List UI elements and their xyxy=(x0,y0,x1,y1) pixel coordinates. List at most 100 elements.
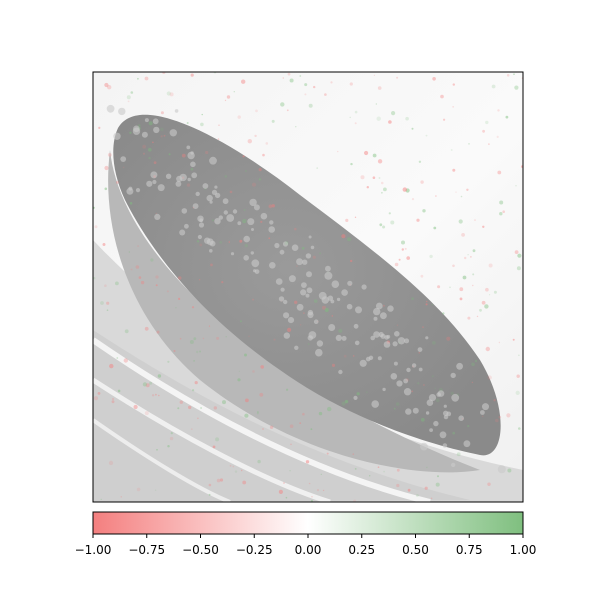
object-dot xyxy=(458,415,465,422)
object-dot xyxy=(359,359,367,367)
object-dot xyxy=(260,212,268,220)
overlay-mark xyxy=(93,277,96,280)
object-dot xyxy=(294,345,299,350)
overlay-mark xyxy=(472,249,476,253)
overlay-mark xyxy=(196,350,199,354)
overlay-mark xyxy=(116,357,119,359)
overlay-mark xyxy=(128,251,130,253)
overlay-mark xyxy=(442,312,445,315)
overlay-mark xyxy=(366,186,369,189)
overlay-mark xyxy=(148,156,151,160)
overlay-mark xyxy=(198,279,201,281)
overlay-mark xyxy=(241,469,243,472)
overlay-mark xyxy=(303,312,305,314)
overlay-mark xyxy=(382,225,386,229)
overlay-mark xyxy=(199,350,202,353)
overlay-mark xyxy=(104,82,109,88)
object-dot xyxy=(214,185,218,189)
object-dot xyxy=(283,332,290,339)
object-dot xyxy=(393,361,398,366)
overlay-mark xyxy=(179,400,183,404)
object-dot xyxy=(154,213,161,220)
colorbar-ticks: −1.00 −0.75 −0.50 −0.25 0.00 0.25 0.50 0.75 1.00 xyxy=(75,534,536,557)
overlay-mark xyxy=(345,218,349,222)
overlay-mark xyxy=(396,468,400,472)
object-dot xyxy=(335,334,342,341)
overlay-mark xyxy=(271,204,275,208)
object-dot xyxy=(269,262,276,269)
object-dot xyxy=(251,259,260,268)
object-dot xyxy=(405,408,412,415)
colorbar-tick-label: 0.00 xyxy=(295,543,322,557)
overlay-mark xyxy=(191,306,195,309)
overlay-mark xyxy=(213,406,217,410)
overlay-mark xyxy=(257,459,261,464)
object-dot xyxy=(169,129,177,137)
object-dot xyxy=(451,393,460,402)
overlay-mark xyxy=(382,304,385,307)
overlay-mark xyxy=(518,354,520,357)
overlay-mark xyxy=(226,95,231,99)
overlay-mark xyxy=(154,489,157,491)
overlay-mark xyxy=(247,139,252,144)
overlay-mark xyxy=(472,284,474,287)
overlay-mark xyxy=(502,210,506,213)
overlay-mark xyxy=(432,77,436,81)
overlay-mark xyxy=(130,268,133,271)
object-dot xyxy=(336,297,341,302)
overlay-mark xyxy=(152,141,154,144)
colorbar-tick-label: −1.00 xyxy=(75,543,112,557)
overlay-mark xyxy=(193,337,197,341)
overlay-mark xyxy=(107,153,112,157)
dish-highlight-2 xyxy=(93,377,331,502)
overlay-mark xyxy=(482,225,485,228)
overlay-mark xyxy=(452,83,455,86)
overlay-mark xyxy=(472,273,475,276)
overlay-mark xyxy=(411,127,414,130)
overlay-mark xyxy=(155,284,158,287)
overlay-mark xyxy=(215,437,220,442)
overlay-mark xyxy=(449,286,451,289)
overlay-mark xyxy=(482,129,485,133)
overlay-mark xyxy=(452,264,455,268)
object-dot xyxy=(315,348,323,357)
overlay-mark xyxy=(167,445,170,448)
overlay-mark xyxy=(429,254,433,259)
overlay-mark xyxy=(170,432,173,435)
overlay-mark xyxy=(471,381,474,384)
overlay-mark xyxy=(190,428,193,430)
overlay-mark xyxy=(188,405,192,410)
colorbar: −1.00 −0.75 −0.50 −0.25 0.00 0.25 0.50 0.75 1.00 xyxy=(75,511,536,557)
overlay-mark xyxy=(418,351,421,354)
overlay-mark xyxy=(208,483,212,487)
object-dot xyxy=(338,369,343,375)
object-dot xyxy=(243,254,249,261)
overlay-mark xyxy=(404,247,407,250)
object-dot xyxy=(198,222,205,228)
overlay-mark xyxy=(144,326,149,331)
object-dot xyxy=(278,296,285,302)
overlay-mark xyxy=(289,424,294,429)
object-dot xyxy=(365,356,371,362)
overlay-mark xyxy=(352,453,355,456)
object-dot xyxy=(347,280,353,286)
overlay-mark xyxy=(310,499,313,502)
overlay-mark xyxy=(268,204,273,209)
overlay-mark xyxy=(491,84,496,89)
object-dot xyxy=(375,302,383,310)
overlay-mark xyxy=(496,135,499,138)
overlay-mark xyxy=(383,470,385,473)
object-dot xyxy=(202,183,209,189)
object-dot xyxy=(253,269,257,273)
object-dot xyxy=(450,372,456,379)
overlay-mark xyxy=(474,219,476,222)
overlay-mark xyxy=(299,324,302,326)
object-dot xyxy=(420,442,428,451)
object-dot xyxy=(301,282,307,288)
overlay-mark xyxy=(178,297,181,300)
overlay-mark xyxy=(210,263,213,267)
overlay-mark xyxy=(190,167,194,171)
overlay-mark xyxy=(350,162,353,166)
object-dot xyxy=(418,367,423,372)
overlay-mark xyxy=(493,290,497,294)
